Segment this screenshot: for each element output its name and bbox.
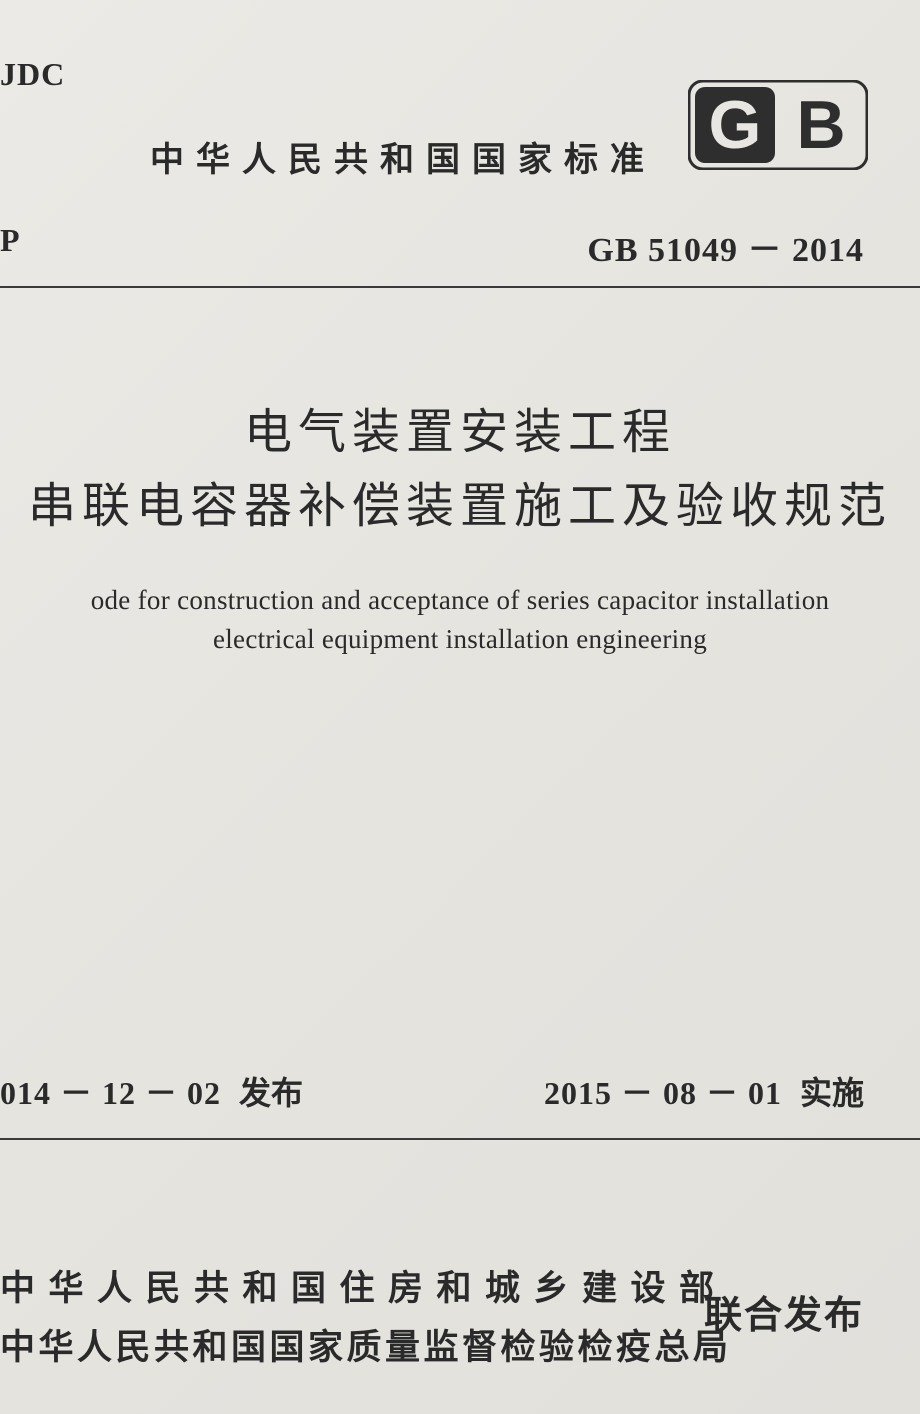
title-cn-line2: 串联电容器补偿装置施工及验收规范	[0, 470, 920, 544]
svg-text:B: B	[796, 87, 845, 163]
publisher-line1: 中华人民共和国住房和城乡建设部	[0, 1260, 732, 1311]
standard-cover-page: JDC 中华人民共和国国家标准 G B P GB 51049 － 2014 电气…	[0, 0, 920, 1414]
divider-bottom	[0, 1138, 920, 1140]
classification-udc: JDC	[0, 56, 65, 93]
organization-title: 中华人民共和国国家标准	[150, 132, 656, 181]
title-en-line1: ode for construction and acceptance of s…	[0, 581, 920, 620]
effective-date: 2015 － 08 － 01	[544, 1075, 782, 1111]
publisher-line2: 中华人民共和国国家质量监督检验检疫总局	[0, 1319, 732, 1370]
issue-date-block: 014 － 12 － 02 发布	[0, 1068, 303, 1114]
gb-logo: G B	[688, 80, 868, 170]
svg-text:G: G	[709, 87, 762, 163]
standard-number: GB 51049 － 2014	[587, 222, 864, 271]
title-en-line2: electrical equipment installation engine…	[0, 620, 920, 659]
issue-date: 014 － 12 － 02	[0, 1075, 221, 1111]
header-row: 中华人民共和国国家标准 G B	[0, 108, 920, 198]
effective-label: 实施	[800, 1075, 864, 1111]
title-cn-line1: 电气装置安装工程	[0, 396, 920, 470]
publisher-joint: 联合发布	[704, 1284, 864, 1339]
effective-date-block: 2015 － 08 － 01 实施	[544, 1068, 864, 1114]
issue-label: 发布	[239, 1075, 303, 1111]
title-block: 电气装置安装工程 串联电容器补偿装置施工及验收规范 ode for constr…	[0, 396, 920, 659]
publisher-lines: 中华人民共和国住房和城乡建设部 中华人民共和国国家质量监督检验检疫总局	[0, 1260, 732, 1370]
title-en: ode for construction and acceptance of s…	[0, 581, 920, 659]
classification-p: P	[0, 222, 20, 259]
divider-top	[0, 286, 920, 288]
